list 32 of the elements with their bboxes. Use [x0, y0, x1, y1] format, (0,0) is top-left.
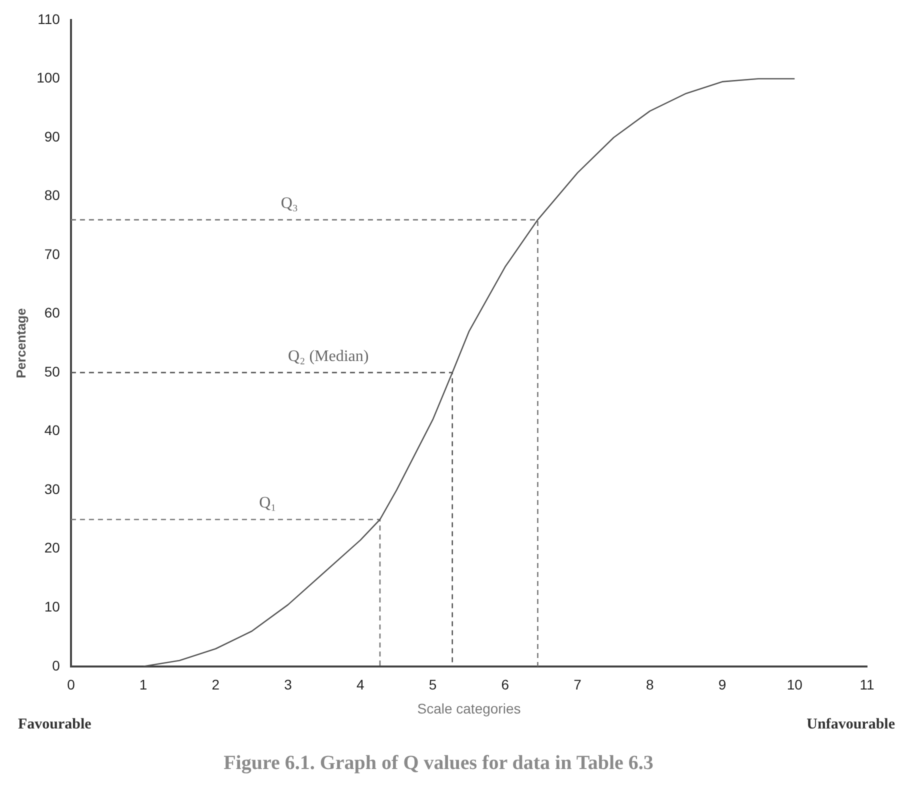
x-axis-title: Scale categories: [417, 700, 521, 716]
x-tick-label: 10: [786, 676, 803, 693]
y-tick-label: 20: [44, 540, 60, 556]
annotation: Q₁: [259, 494, 276, 512]
text: Favourable: [18, 716, 92, 732]
y-tick-label: 0: [52, 657, 60, 674]
x-tick-label: 8: [646, 676, 654, 693]
x-tick-label: 0: [67, 676, 76, 693]
y-tick-label: 50: [44, 363, 60, 380]
y-tick-label: 70: [44, 246, 60, 262]
x-tick-label: 3: [284, 676, 292, 693]
y-tick-label: 100: [36, 70, 60, 86]
x-tick-label: 11: [860, 676, 874, 693]
x-tick-label: 1: [139, 676, 148, 693]
x-tick-label: 4: [356, 676, 365, 693]
x-tick-label: 7: [574, 676, 582, 693]
y-tick-label: 40: [44, 422, 60, 438]
text: Figure 6.1. Graph of Q values for data in Table 6.3: [224, 752, 654, 774]
y-tick-label: 10: [44, 598, 60, 614]
x-tick-label: 5: [428, 676, 437, 693]
y-tick-label: 60: [44, 304, 60, 321]
y-tick-label: 110: [38, 10, 60, 27]
y-axis-title: Percentage: [13, 308, 28, 378]
x-tick-label: 2: [212, 676, 220, 693]
x-tick-label: 6: [501, 676, 510, 693]
y-tick-label: 90: [44, 128, 60, 144]
x-tick-label: 9: [718, 676, 726, 693]
annotation: Q₂ (Median): [288, 348, 369, 365]
text: Unfavourable: [806, 716, 896, 732]
annotation: Q₃: [280, 195, 298, 212]
y-tick-label: 30: [44, 480, 60, 497]
y-tick-label: 80: [44, 187, 60, 204]
